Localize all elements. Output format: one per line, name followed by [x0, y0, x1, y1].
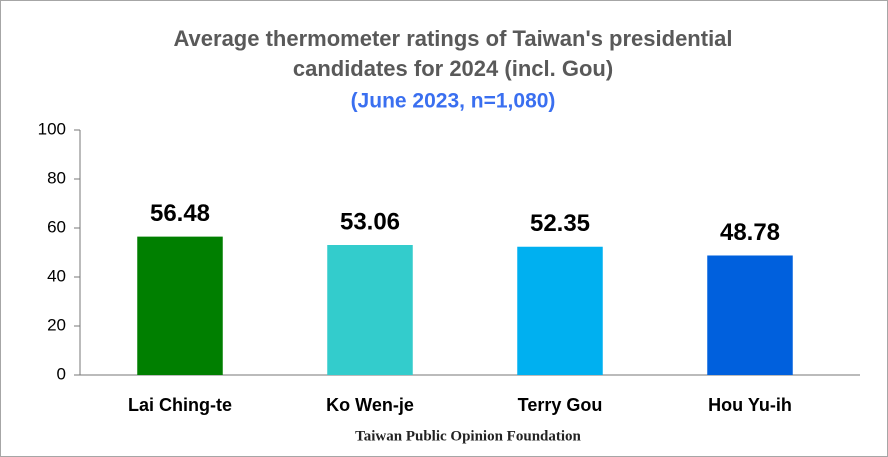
- y-tick-label: 40: [47, 266, 66, 285]
- data-label: 52.35: [530, 210, 590, 237]
- data-label: 48.78: [720, 219, 780, 246]
- x-tick-label: Hou Yu-ih: [708, 395, 792, 415]
- data-label: 56.48: [150, 200, 210, 227]
- data-label: 53.06: [340, 208, 400, 235]
- source: Taiwan Public Opinion Foundation: [355, 428, 581, 444]
- y-tick-label: 0: [57, 364, 66, 383]
- chart-title: Average thermometer ratings of Taiwan's …: [173, 26, 732, 51]
- y-tick-label: 100: [38, 119, 66, 138]
- y-tick-label: 80: [47, 168, 66, 187]
- bar: [707, 255, 793, 375]
- bar: [327, 245, 413, 375]
- x-tick-label: Ko Wen-je: [326, 395, 414, 415]
- bar: [137, 236, 223, 375]
- y-tick-label: 20: [47, 315, 66, 334]
- y-tick-label: 60: [47, 217, 66, 236]
- x-tick-label: Terry Gou: [518, 395, 603, 415]
- chart-subtitle: (June 2023, n=1,080): [351, 90, 556, 113]
- chart-title: candidates for 2024 (incl. Gou): [293, 56, 613, 81]
- x-tick-label: Lai Ching-te: [128, 395, 232, 415]
- bar: [517, 246, 603, 375]
